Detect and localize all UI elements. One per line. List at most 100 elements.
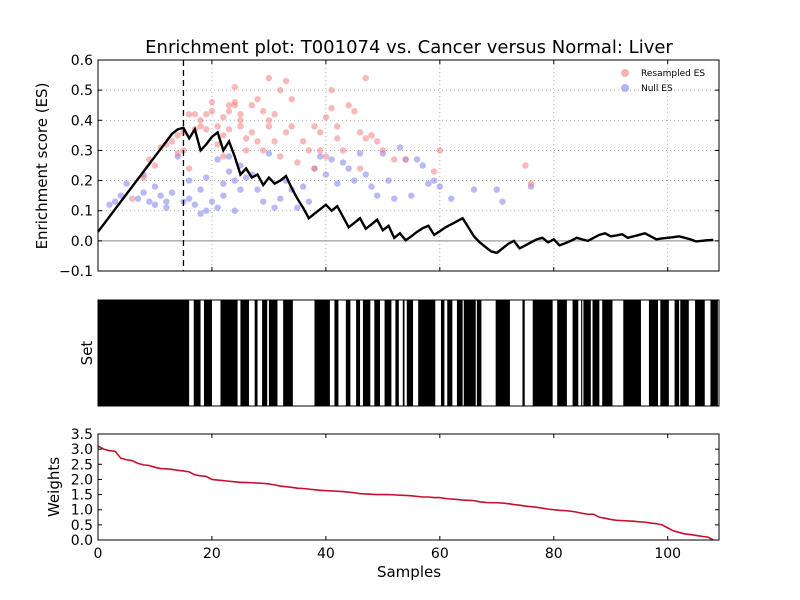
set-member-bar: [362, 300, 371, 406]
null-es-point: [151, 201, 159, 208]
set-member-bar: [356, 300, 361, 406]
resampled-es-point: [225, 126, 233, 133]
set-member-bar: [456, 300, 463, 406]
weights-x-axis-label: Samples: [377, 563, 441, 581]
weights-panel: 0.00.51.01.52.02.53.03.5 0 20 40 60 80 100 We…: [45, 427, 720, 581]
null-es-point: [385, 177, 392, 184]
null-es-point: [254, 186, 261, 193]
weights-y-tick-label: 3.5: [71, 427, 93, 443]
weights-y-tick-label: 2.0: [71, 472, 93, 488]
resampled-es-point: [373, 138, 381, 145]
null-es-point: [339, 159, 347, 166]
set-member-bar: [240, 300, 249, 406]
resampled-es-point: [277, 153, 284, 160]
resampled-es-point: [277, 86, 284, 94]
es-panel: −0.1 0.0 0.1 0.2 0.3 0.4 0.5 0.6 Enrichment sco…: [33, 53, 720, 280]
null-es-point: [316, 153, 324, 160]
resampled-es-point: [282, 77, 290, 85]
resampled-es-point: [311, 165, 318, 172]
weights-y-tick-label: 2.5: [71, 457, 93, 473]
null-es-point: [265, 150, 273, 157]
resampled-es-point: [271, 111, 278, 118]
es-y-tick-label: 0.4: [71, 113, 93, 129]
set-member-bar: [695, 300, 705, 406]
set-member-bar: [418, 300, 436, 406]
resampled-es-point: [237, 117, 244, 124]
null-es-point: [277, 195, 284, 202]
null-es-point: [271, 204, 278, 211]
resampled-es-point: [522, 162, 529, 169]
es-y-tick-label: 0.6: [71, 53, 93, 69]
resampled-es-point: [265, 117, 273, 124]
resampled-es-point: [225, 102, 233, 109]
resampled-es-point: [265, 74, 273, 82]
resampled-es-point: [140, 174, 147, 181]
set-member-bar: [572, 300, 579, 406]
set-member-bar: [522, 300, 525, 406]
resampled-es-point: [282, 129, 290, 136]
resampled-es-point: [248, 102, 256, 109]
weights-x-tick-label: 60: [431, 546, 449, 562]
resampled-es-point: [311, 123, 318, 130]
null-es-point: [237, 186, 244, 193]
resampled-es-point: [436, 147, 444, 154]
set-member-bar: [557, 300, 567, 406]
es-y-tick-label: 0.2: [71, 174, 93, 190]
null-es-point: [231, 177, 238, 184]
set-member-bar: [463, 300, 476, 406]
null-es-point: [146, 198, 153, 205]
null-es-point: [470, 186, 478, 193]
legend-null-marker: [621, 84, 629, 92]
resampled-es-point: [391, 156, 398, 163]
null-es-point: [499, 198, 506, 205]
resampled-es-point: [237, 123, 244, 130]
resampled-es-point: [328, 86, 335, 94]
resampled-es-point: [362, 135, 369, 142]
resampled-es-point: [322, 114, 330, 121]
set-member-bar: [402, 300, 405, 406]
resampled-es-point: [151, 162, 159, 169]
resampled-es-point: [237, 111, 244, 118]
weights-line: [97, 445, 714, 541]
resampled-es-point: [345, 102, 352, 109]
null-es-point: [391, 195, 398, 202]
weights-x-tick-label: 0: [94, 546, 103, 562]
null-es-point: [214, 204, 221, 211]
null-es-point: [117, 192, 124, 199]
resampled-es-point: [242, 135, 250, 142]
set-member-bar: [674, 300, 680, 406]
null-es-point: [208, 198, 216, 205]
resampled-es-point: [356, 165, 364, 172]
resampled-es-point: [339, 147, 347, 154]
null-es-point: [203, 174, 210, 181]
weights-x-tick-label: 40: [317, 546, 335, 562]
set-member-bar: [680, 300, 689, 406]
null-es-point: [396, 144, 404, 151]
null-es-point: [351, 177, 358, 184]
set-panel-frame: [97, 299, 720, 407]
resampled-es-point: [271, 138, 278, 145]
resampled-es-points: [128, 74, 535, 202]
es-legend: Resampled ES Null ES: [621, 69, 705, 94]
set-member-bar: [495, 300, 510, 406]
null-es-point: [123, 180, 130, 187]
null-es-point: [185, 177, 193, 184]
null-es-point: [242, 174, 250, 181]
resampled-es-point: [299, 138, 307, 145]
legend-resampled-label: Resampled ES: [641, 69, 705, 79]
weights-y-tick-label: 3.0: [71, 442, 93, 458]
weights-x-tick-label: 80: [545, 546, 563, 562]
set-panel: Set: [78, 299, 720, 407]
resampled-es-point: [305, 147, 312, 154]
set-member-bar: [710, 300, 718, 406]
resampled-es-point: [254, 95, 261, 103]
es-y-ticks: −0.1 0.0 0.1 0.2 0.3 0.4 0.5 0.6: [59, 53, 719, 280]
resampled-es-point: [214, 123, 221, 130]
resampled-es-point: [288, 123, 295, 130]
resampled-es-point: [231, 99, 238, 106]
set-member-bar: [592, 300, 600, 406]
chart-title: Enrichment plot: T001074 vs. Cancer vers…: [145, 37, 673, 58]
legend-resampled-marker: [621, 69, 629, 77]
null-es-point: [294, 204, 301, 211]
